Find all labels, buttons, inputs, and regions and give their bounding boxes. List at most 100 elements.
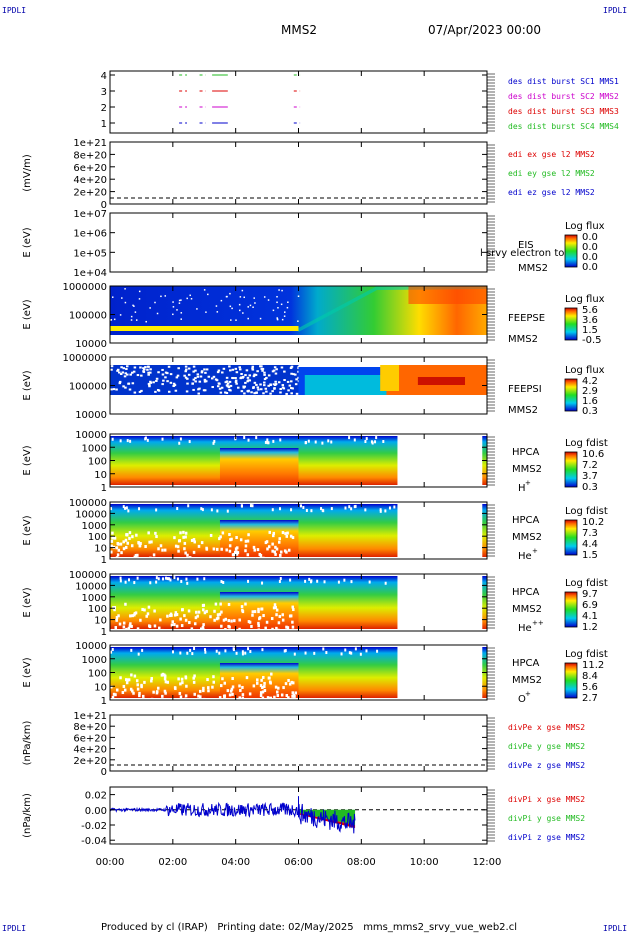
speckle <box>154 531 157 535</box>
speckle <box>230 619 233 623</box>
speckle <box>200 507 203 511</box>
instrument-label: FEEPSE <box>508 313 545 324</box>
speckle <box>231 692 234 696</box>
y-tick-label: 1e+21 <box>73 138 107 149</box>
colorbar-tick-label: 2.7 <box>582 693 598 704</box>
speckle <box>122 547 126 551</box>
speckle <box>292 693 296 697</box>
speckle <box>248 374 252 377</box>
speckle <box>216 311 219 313</box>
speckle <box>211 386 214 389</box>
speckle <box>180 312 183 314</box>
speckle <box>205 546 208 550</box>
speckle <box>259 317 262 320</box>
speckle <box>185 577 188 581</box>
speckle <box>115 616 119 620</box>
speckle <box>143 368 146 371</box>
speckle <box>165 576 168 580</box>
legend-entry: edi ez gse l2 MMS2 <box>508 188 595 197</box>
instrument-label: HPCA <box>512 515 540 526</box>
colorbar-tick-label: 6.9 <box>582 600 598 611</box>
speckle <box>226 382 230 385</box>
speckle <box>157 371 160 374</box>
speckle <box>216 509 219 513</box>
speckle <box>131 614 134 618</box>
speckle <box>119 676 122 680</box>
speckle <box>263 371 266 374</box>
speckle <box>235 371 239 374</box>
speckle <box>225 376 229 379</box>
speckle <box>170 623 174 627</box>
speckle <box>189 294 191 297</box>
speckle <box>277 306 279 309</box>
speckle <box>129 614 132 618</box>
speckle <box>159 618 162 622</box>
speckle <box>286 531 289 535</box>
speckle <box>274 383 278 386</box>
speckle <box>224 381 228 384</box>
y-axis-label: E (eV) <box>22 370 33 400</box>
speckle <box>123 375 127 378</box>
speckle <box>281 386 285 389</box>
speckle <box>177 539 181 543</box>
speckle <box>209 615 212 619</box>
speckle <box>126 373 129 376</box>
speckle <box>294 691 298 695</box>
speckle <box>343 578 346 582</box>
speckle <box>217 369 221 372</box>
colorbar-tick-label: 1.5 <box>582 325 598 336</box>
x-tick-label: 04:00 <box>221 857 250 868</box>
speckle <box>274 605 277 609</box>
speckle <box>163 673 166 677</box>
speckle <box>110 365 114 368</box>
speckle <box>291 694 294 698</box>
speckle <box>190 538 194 542</box>
speckle <box>276 301 278 304</box>
speckle <box>267 299 270 301</box>
speckle <box>228 380 232 383</box>
speckle <box>128 624 132 628</box>
speckle <box>240 390 244 393</box>
speckle <box>241 696 245 700</box>
y-tick-label: -0.02 <box>81 821 107 832</box>
speckle <box>195 610 198 614</box>
speckle <box>192 365 196 368</box>
speckle <box>110 539 114 543</box>
y-tick-label: 1e+21 <box>73 711 107 722</box>
species-charge: + <box>532 547 538 555</box>
species-charge: + <box>525 690 531 698</box>
speckle <box>178 299 181 302</box>
speckle <box>164 691 167 695</box>
speckle <box>247 647 250 651</box>
speckle <box>192 676 195 680</box>
speckle <box>340 652 343 656</box>
speckle <box>285 534 289 538</box>
speckle <box>122 621 126 625</box>
speckle <box>111 648 114 652</box>
speckle <box>125 627 128 631</box>
speckle <box>154 390 157 393</box>
speckle <box>176 507 179 511</box>
speckle <box>246 553 250 557</box>
spacecraft-label: MMS2 <box>512 464 542 475</box>
speckle <box>288 682 292 686</box>
speckle <box>276 694 280 698</box>
speckle <box>127 382 130 385</box>
speckle <box>203 368 206 371</box>
speckle <box>183 697 187 701</box>
y-axis-label: (nPa/km) <box>22 793 33 838</box>
speckle <box>280 550 283 554</box>
speckle <box>201 625 205 629</box>
speckle <box>327 439 330 443</box>
speckle <box>305 508 308 512</box>
speckle <box>149 581 152 585</box>
speckle <box>251 504 254 508</box>
low-energy-band <box>110 326 299 331</box>
speckle <box>272 369 276 372</box>
speckle <box>226 295 228 298</box>
speckle <box>149 371 152 374</box>
speckle <box>350 580 353 584</box>
y-tick-label: 1000 <box>82 443 107 454</box>
speckle <box>146 438 149 442</box>
